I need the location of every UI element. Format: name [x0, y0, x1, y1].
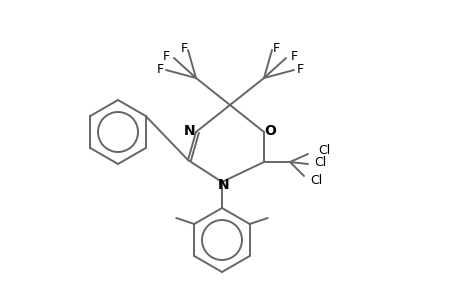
Text: Cl: Cl: [317, 143, 330, 157]
Text: Cl: Cl: [313, 155, 325, 169]
Text: F: F: [162, 50, 169, 62]
Text: N: N: [218, 178, 230, 192]
Text: O: O: [263, 124, 275, 138]
Text: F: F: [156, 62, 163, 76]
Text: F: F: [180, 41, 187, 55]
Text: N: N: [184, 124, 196, 138]
Text: F: F: [272, 41, 279, 55]
Text: F: F: [290, 50, 297, 62]
Text: F: F: [296, 62, 303, 76]
Text: Cl: Cl: [309, 173, 322, 187]
